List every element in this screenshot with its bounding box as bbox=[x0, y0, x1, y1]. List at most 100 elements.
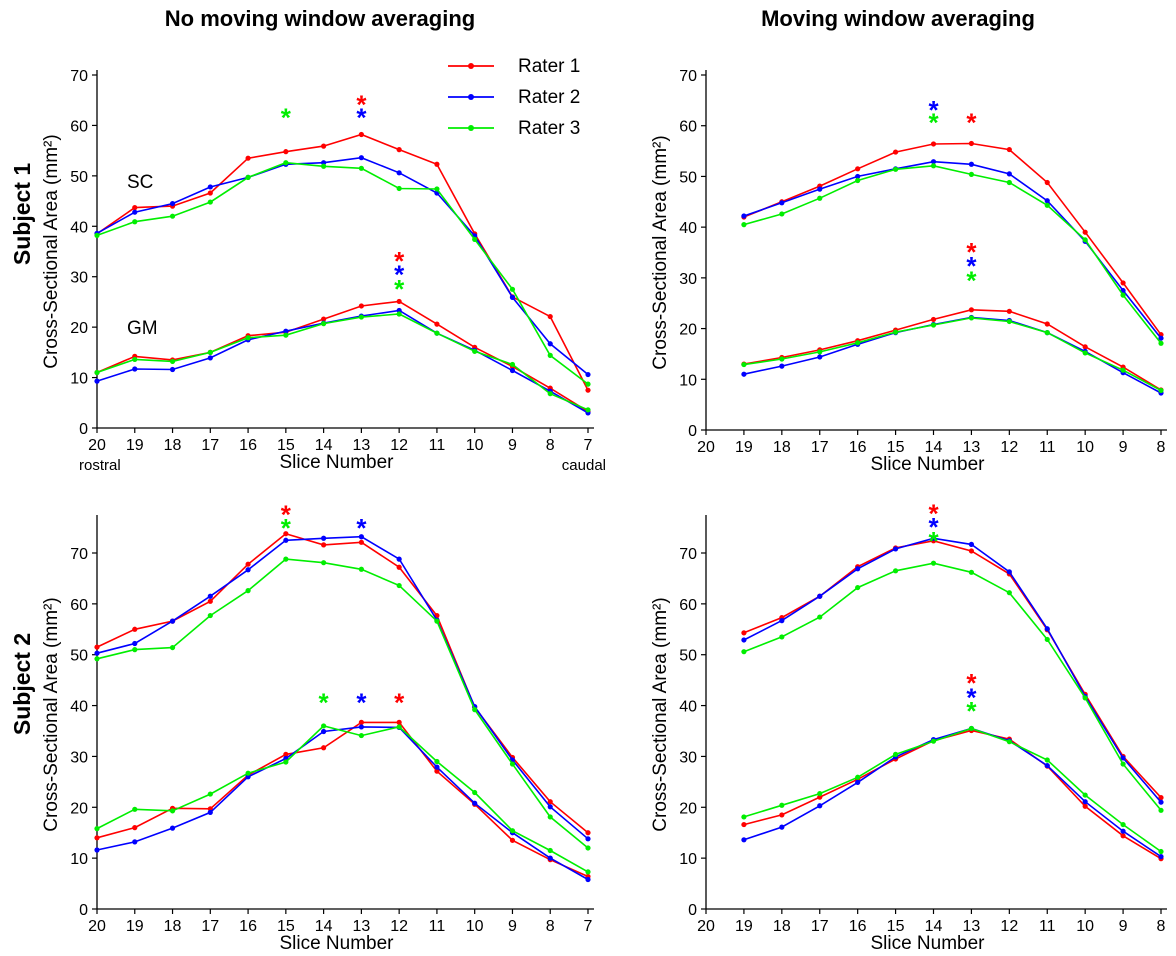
data-point bbox=[779, 812, 785, 818]
y-tick-label: 70 bbox=[70, 546, 88, 563]
data-point bbox=[132, 626, 138, 632]
significance-asterisk: * bbox=[966, 108, 977, 138]
data-point bbox=[1120, 755, 1126, 761]
significance-asterisk: * bbox=[928, 512, 939, 542]
y-tick-label: 0 bbox=[79, 421, 88, 438]
significance-asterisk: * bbox=[394, 246, 405, 276]
y-tick-label: 10 bbox=[679, 372, 697, 389]
y-tick-label: 20 bbox=[679, 322, 697, 339]
data-point bbox=[855, 173, 861, 180]
x-tick-label: 20 bbox=[88, 437, 106, 454]
data-point bbox=[779, 363, 785, 369]
significance-asterisk: * bbox=[966, 696, 977, 726]
significance-asterisk: * bbox=[394, 274, 405, 304]
data-point bbox=[396, 724, 402, 730]
data-point bbox=[741, 821, 747, 828]
data-point bbox=[358, 534, 364, 540]
data-point bbox=[321, 728, 327, 735]
y-tick-label: 20 bbox=[679, 800, 697, 817]
y-axis-label: Cross-Sectional Area (mm²) bbox=[41, 597, 62, 831]
series-line-rater-2 bbox=[96, 535, 589, 840]
data-point bbox=[892, 329, 899, 335]
x-tick-label: 8 bbox=[546, 918, 555, 935]
legend-label: Rater 1 bbox=[518, 56, 580, 77]
data-point bbox=[1044, 198, 1050, 204]
data-point bbox=[968, 171, 975, 177]
data-point bbox=[1158, 807, 1164, 813]
data-point bbox=[547, 804, 553, 810]
legend-label: Rater 2 bbox=[518, 87, 580, 108]
data-point bbox=[817, 354, 823, 360]
significance-asterisk: * bbox=[966, 251, 977, 281]
data-point bbox=[321, 163, 327, 169]
data-point bbox=[779, 356, 785, 362]
data-point bbox=[1082, 803, 1088, 809]
data-point bbox=[396, 185, 402, 192]
y-tick-label: 40 bbox=[70, 699, 88, 716]
data-point bbox=[1120, 292, 1126, 298]
data-point bbox=[396, 147, 402, 153]
data-point bbox=[358, 165, 364, 171]
data-point bbox=[855, 340, 861, 346]
data-point bbox=[1120, 833, 1126, 839]
data-point bbox=[358, 732, 364, 739]
data-point bbox=[94, 644, 100, 650]
data-point bbox=[245, 155, 251, 161]
data-point bbox=[930, 141, 937, 147]
y-tick-label: 0 bbox=[688, 423, 697, 440]
x-tick-label: 9 bbox=[1119, 918, 1128, 935]
data-point bbox=[741, 814, 747, 820]
data-point bbox=[472, 800, 478, 806]
data-point bbox=[1120, 828, 1126, 834]
x-tick-label: 14 bbox=[315, 437, 333, 454]
data-point bbox=[585, 845, 591, 851]
y-tick-label: 50 bbox=[679, 648, 697, 665]
data-point bbox=[321, 745, 327, 751]
x-axis-label: Slice Number bbox=[870, 454, 985, 475]
x-tick-label: 9 bbox=[508, 437, 517, 454]
data-point bbox=[892, 166, 899, 172]
data-point bbox=[245, 174, 251, 180]
data-point bbox=[1082, 229, 1088, 235]
data-point bbox=[358, 724, 364, 730]
x-tick-label: 8 bbox=[1157, 918, 1166, 935]
data-point bbox=[207, 349, 213, 355]
data-point bbox=[547, 391, 553, 397]
data-point bbox=[283, 556, 289, 562]
data-point bbox=[434, 618, 440, 624]
data-point bbox=[1158, 848, 1164, 855]
y-tick-label: 10 bbox=[70, 371, 88, 388]
x-tick-label: 15 bbox=[887, 918, 905, 935]
data-point bbox=[855, 779, 861, 785]
x-tick-label: 15 bbox=[887, 439, 905, 456]
data-point bbox=[472, 348, 478, 354]
data-point bbox=[547, 855, 553, 861]
data-point bbox=[207, 791, 213, 797]
data-point bbox=[509, 761, 516, 767]
data-point bbox=[321, 723, 327, 729]
data-point bbox=[132, 806, 138, 812]
y-tick-label: 20 bbox=[70, 800, 88, 817]
data-point bbox=[1158, 799, 1164, 805]
data-point bbox=[892, 568, 899, 574]
data-point bbox=[968, 307, 975, 313]
data-point bbox=[817, 790, 823, 797]
y-axis-label: Cross-Sectional Area (mm²) bbox=[41, 134, 62, 368]
data-point bbox=[930, 159, 937, 165]
y-axis-label: Cross-Sectional Area (mm²) bbox=[650, 597, 671, 831]
x-axis-label: Slice Number bbox=[279, 933, 394, 954]
data-point bbox=[1120, 821, 1126, 828]
data-point bbox=[396, 719, 402, 725]
significance-asterisk: * bbox=[281, 499, 292, 529]
data-point bbox=[283, 332, 289, 338]
data-point bbox=[472, 789, 478, 796]
data-point bbox=[930, 163, 937, 169]
data-point bbox=[547, 313, 553, 320]
data-point bbox=[585, 381, 591, 387]
x-tick-label: 10 bbox=[1076, 918, 1094, 935]
data-point bbox=[509, 294, 516, 300]
data-point bbox=[1082, 237, 1088, 243]
data-point bbox=[930, 738, 937, 744]
significance-asterisk: * bbox=[356, 102, 367, 132]
significance-asterisk: * bbox=[928, 95, 939, 125]
